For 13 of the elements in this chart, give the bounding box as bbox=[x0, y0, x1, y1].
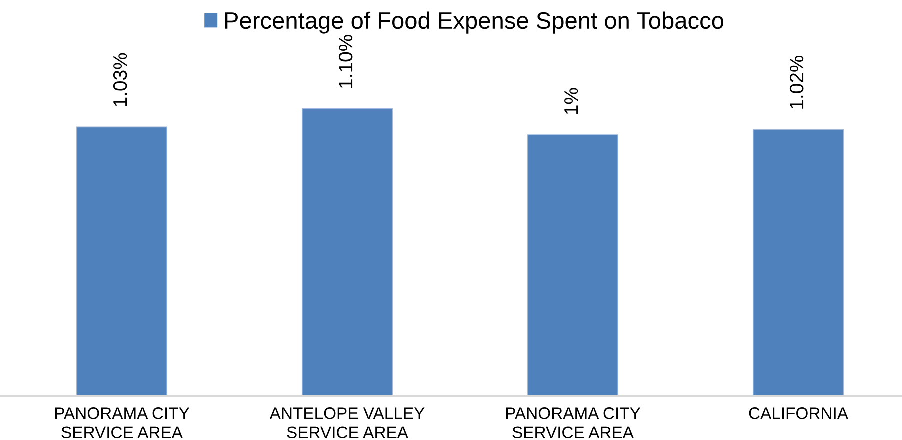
data-label: 1.02% bbox=[790, 56, 804, 109]
data-label: 1.03% bbox=[113, 53, 128, 106]
x-tick-label: PANORAMA CITY SERVICE AREA bbox=[55, 408, 190, 439]
bar bbox=[76, 126, 168, 396]
data-label: 1% bbox=[564, 88, 578, 114]
bar bbox=[302, 108, 394, 396]
legend-label: Percentage of Food Expense Spent on Tobacco bbox=[225, 12, 724, 34]
bar bbox=[752, 129, 844, 396]
data-label: 1.10% bbox=[338, 35, 353, 88]
x-tick-label: CALIFORNIA bbox=[749, 408, 848, 420]
x-tick-label: ANTELOPE VALLEY SERVICE AREA bbox=[270, 408, 425, 439]
bar bbox=[527, 134, 619, 396]
x-tick-label: PANORAMA CITY SERVICE AREA bbox=[506, 408, 641, 439]
